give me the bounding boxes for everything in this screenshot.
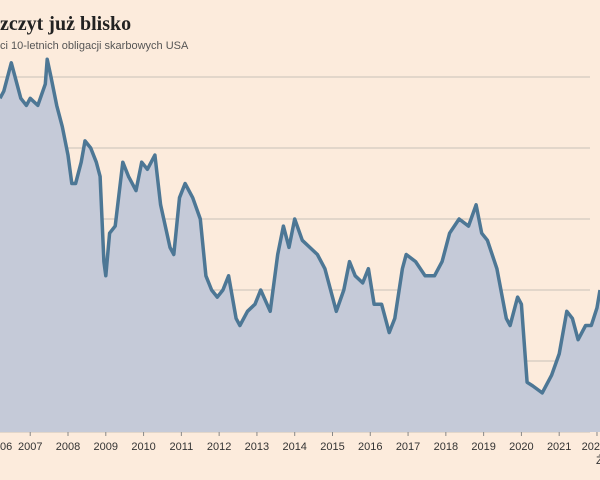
source: Ź xyxy=(596,454,600,467)
x-tick-label: 2020 xyxy=(509,441,533,453)
x-tick-label: 2014 xyxy=(282,441,306,453)
x-tick-label: 2009 xyxy=(94,441,118,453)
x-tick-label: 2018 xyxy=(434,441,458,453)
x-tick-label: 2010 xyxy=(131,441,155,453)
x-tick-label: 06 xyxy=(0,441,12,453)
chart-subtitle: ci 10-letnich obligacji skarbowych USA xyxy=(0,40,189,52)
x-tick-label: 2012 xyxy=(207,441,231,453)
x-tick-label: 2007 xyxy=(18,441,42,453)
x-tick-label: 2008 xyxy=(56,441,80,453)
x-tick-label: 2016 xyxy=(358,441,382,453)
x-tick-label: 2019 xyxy=(471,441,495,453)
line xyxy=(0,57,600,395)
chart-title: zczyt już blisko xyxy=(0,13,131,35)
area xyxy=(0,59,600,433)
x-tick-label: 2015 xyxy=(320,441,344,453)
x-tick-label: 2011 xyxy=(170,441,194,453)
x-tick-label: 2021 xyxy=(547,441,571,453)
x-tick-label: 202 xyxy=(582,441,600,453)
x-tick-label: 2013 xyxy=(245,441,269,453)
x-tick-label: 2017 xyxy=(396,441,420,453)
